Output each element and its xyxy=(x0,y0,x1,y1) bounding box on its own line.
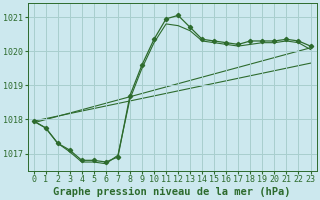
X-axis label: Graphe pression niveau de la mer (hPa): Graphe pression niveau de la mer (hPa) xyxy=(53,186,291,197)
